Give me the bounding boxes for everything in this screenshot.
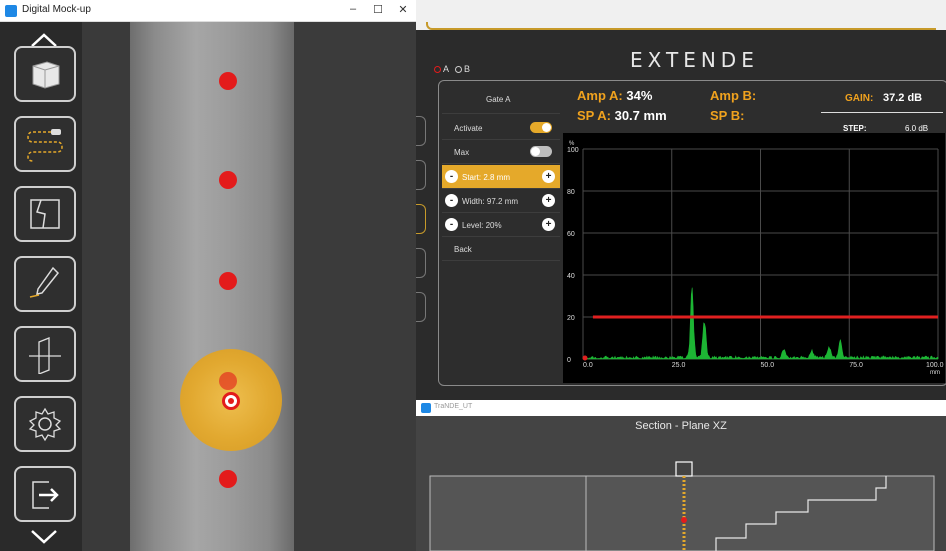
scan-point-marker[interactable] — [219, 272, 237, 290]
minimize-button[interactable]: – — [349, 3, 357, 15]
back-wall-profile — [715, 476, 887, 551]
start-decrease-button[interactable]: - — [445, 170, 458, 183]
scan-point-marker[interactable] — [219, 72, 237, 90]
window-title: TraNDE_UT — [434, 403, 473, 410]
gain-value[interactable]: 37.2 dB — [883, 92, 923, 104]
scan-path-button[interactable] — [14, 116, 76, 172]
pen-edit-button[interactable] — [14, 256, 76, 312]
level-row[interactable]: - Level: 20% + — [442, 213, 560, 237]
start-row[interactable]: - Start: 2.8 mm + — [442, 165, 560, 189]
window-titlebar: Digital Mock-up – ☐ ✕ — [0, 0, 416, 22]
x-tick-label: 75.0 — [849, 362, 863, 369]
gate-menu: Gate A Activate Max - Start: 2.8 mm + - … — [442, 84, 560, 380]
activate-row[interactable]: Activate — [442, 116, 560, 140]
x-tick-label: 50.0 — [761, 362, 775, 369]
step-value[interactable]: 6.0 dB — [905, 124, 929, 133]
y-tick-label: 20 — [567, 315, 575, 322]
measurement-readout: Amp A: 34% SP A: 30.7 mm Amp B: SP B: GA… — [563, 84, 943, 150]
exit-button[interactable] — [14, 466, 76, 522]
gate-b-radio[interactable]: B — [455, 64, 470, 74]
indication-marker — [681, 517, 687, 523]
level-decrease-button[interactable]: - — [445, 218, 458, 231]
chart-background — [563, 133, 945, 383]
close-button[interactable]: ✕ — [398, 4, 408, 16]
pen-icon — [29, 266, 60, 298]
gate-a-radio[interactable]: A — [434, 64, 449, 74]
section-plane-icon — [29, 337, 61, 374]
x-tick-label: 0.0 — [583, 362, 593, 369]
header-strip — [416, 0, 946, 30]
side-tab-active[interactable] — [416, 204, 426, 234]
side-tab[interactable] — [416, 248, 426, 278]
chevron-up-icon[interactable] — [30, 32, 58, 48]
inspected-plate — [130, 22, 294, 551]
scan-point-marker[interactable] — [219, 372, 237, 390]
maximize-button[interactable]: ☐ — [373, 4, 383, 16]
viewport-background — [294, 22, 416, 551]
y-tick-label: 0 — [567, 357, 571, 364]
defect-button[interactable] — [14, 186, 76, 242]
settings-button[interactable] — [14, 396, 76, 452]
digital-mockup-window: Digital Mock-up – ☐ ✕ — [0, 0, 416, 551]
side-tab[interactable] — [416, 160, 426, 190]
ascan-signal — [582, 287, 939, 360]
scan-point-marker[interactable] — [219, 171, 237, 189]
exit-icon — [32, 481, 59, 509]
section-title: Section - Plane XZ — [635, 420, 727, 432]
amp-b-readout: Amp B: — [710, 88, 757, 103]
window-title: Digital Mock-up — [22, 4, 91, 15]
side-tab[interactable] — [416, 116, 426, 146]
y-unit-label: % — [569, 141, 575, 147]
max-toggle[interactable] — [530, 146, 552, 157]
probe-icon — [675, 461, 693, 477]
sp-b-readout: SP B: — [710, 108, 745, 123]
scan-path-icon — [27, 129, 63, 162]
probe-position-icon[interactable] — [222, 392, 240, 410]
y-tick-label: 100 — [567, 147, 579, 154]
scan-point-marker[interactable] — [219, 470, 237, 488]
sp-a-readout: SP A: 30.7 mm — [577, 108, 667, 123]
width-decrease-button[interactable]: - — [445, 194, 458, 207]
y-tick-label: 60 — [567, 231, 575, 238]
max-row[interactable]: Max — [442, 140, 560, 164]
app-logo: EXTENDE — [630, 48, 759, 72]
gain-label: GAIN: — [845, 93, 874, 104]
ascan-chart: 100 80 60 40 20 0 0.0 25.0 50.0 75.0 100.0% mm — [563, 133, 945, 383]
menu-title: Gate A — [442, 84, 560, 114]
origin-marker — [582, 355, 588, 361]
crack-icon — [30, 199, 60, 229]
x-tick-label: 25.0 — [672, 362, 686, 369]
amp-a-readout: Amp A: 34% — [577, 88, 653, 103]
cube-icon — [32, 61, 60, 89]
app-icon — [5, 5, 17, 17]
section-block — [429, 475, 935, 551]
gate-selector: A B — [434, 64, 470, 74]
ascan-panel: Gate A Activate Max - Start: 2.8 mm + - … — [438, 80, 946, 386]
x-tick-label: 100.0 — [926, 362, 944, 369]
level-increase-button[interactable]: + — [542, 218, 555, 231]
x-unit-label: mm — [930, 370, 940, 376]
y-tick-label: 80 — [567, 189, 575, 196]
y-tick-label: 40 — [567, 273, 575, 280]
viewport-margin — [82, 22, 130, 551]
trande-ut-window: TraNDE_UT Section - Plane XZ — [416, 400, 946, 551]
part-3d-button[interactable] — [14, 46, 76, 102]
app-icon — [421, 403, 431, 413]
gear-icon — [28, 407, 62, 442]
activate-toggle[interactable] — [530, 122, 552, 133]
width-increase-button[interactable]: + — [542, 194, 555, 207]
width-row[interactable]: - Width: 97.2 mm + — [442, 189, 560, 213]
tool-sidebar — [0, 22, 82, 551]
chevron-down-icon[interactable] — [30, 528, 58, 544]
section-plane-button[interactable] — [14, 326, 76, 382]
window-titlebar: TraNDE_UT — [416, 400, 946, 416]
extende-ut-window: EXTENDE A B Gate A Activate Max - Start:… — [416, 0, 946, 400]
start-increase-button[interactable]: + — [542, 170, 555, 183]
side-tab[interactable] — [416, 292, 426, 322]
step-label: STEP: — [843, 124, 867, 133]
back-row[interactable]: Back — [442, 237, 560, 261]
step-box — [821, 112, 943, 140]
section-view — [429, 461, 935, 551]
